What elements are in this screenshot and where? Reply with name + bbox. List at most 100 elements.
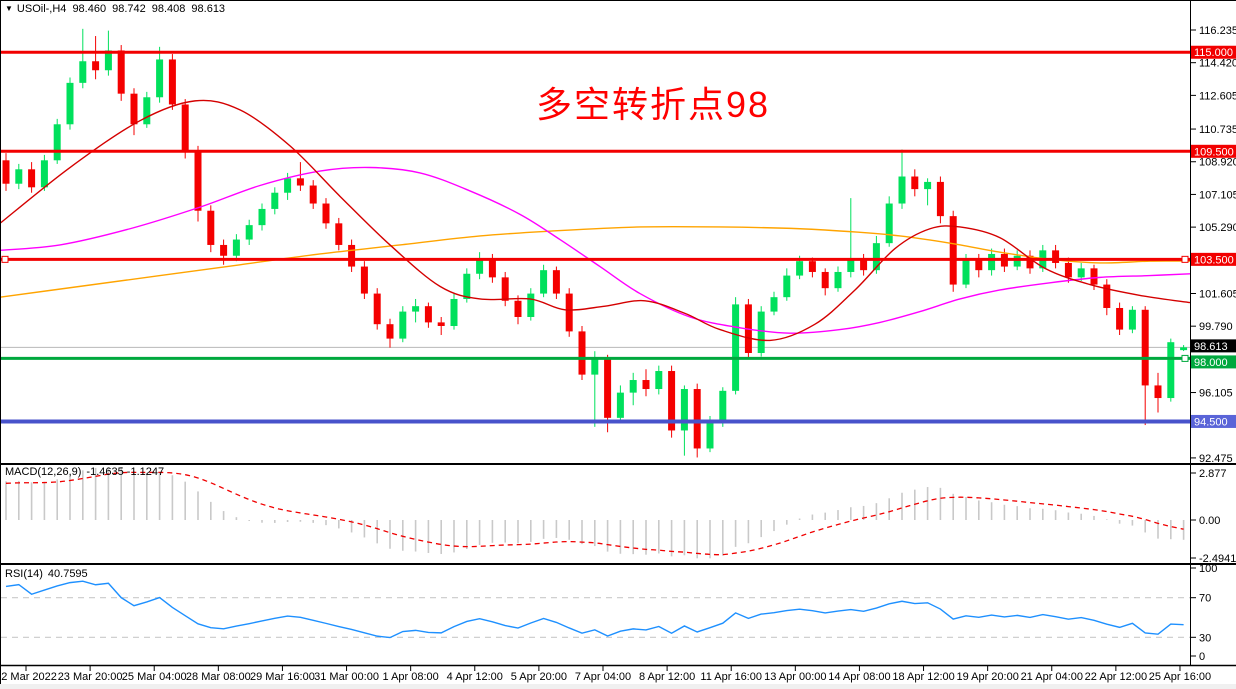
candle-body — [130, 93, 138, 125]
candle-body — [706, 421, 714, 449]
candle-body — [92, 61, 100, 71]
price-tick-label: 112.605 — [1199, 90, 1236, 102]
price-tick-label: 116.235 — [1199, 25, 1236, 37]
candle-body — [424, 306, 432, 323]
ohlc-high: 98.742 — [112, 3, 146, 15]
candle-body — [770, 297, 778, 312]
candle-body — [117, 50, 125, 94]
rsi-value: 40.7595 — [47, 568, 88, 580]
candle-body — [936, 181, 944, 217]
macd-histogram — [5, 467, 1185, 559]
candle-body — [207, 210, 215, 245]
candle-body — [693, 389, 701, 449]
candle-body — [988, 253, 996, 271]
candle-body — [552, 270, 560, 294]
level-price-label: 98.000 — [1191, 355, 1236, 369]
candle-body — [245, 225, 253, 240]
price-tick-label: 92.475 — [1199, 453, 1233, 465]
level-line-handle[interactable] — [1181, 354, 1189, 362]
time-axis-label: 4 Apr 12:00 — [447, 671, 503, 683]
symbol-info-bar: ▼ USOil-,H4 98.460 98.742 98.408 98.613 — [5, 3, 231, 15]
candle-body — [360, 266, 368, 294]
rsi-line — [5, 580, 1184, 639]
candle-body — [604, 358, 612, 418]
time-axis-label: 25 Mar 04:00 — [122, 671, 187, 683]
candle-body — [591, 358, 599, 375]
candle-body — [629, 380, 637, 393]
level-line-handle[interactable] — [1181, 255, 1189, 263]
level-line-handle[interactable] — [1, 255, 9, 263]
candle-body — [642, 380, 650, 390]
candle-body — [40, 160, 48, 188]
candle-body — [28, 169, 36, 188]
level-price-label-text: 109.500 — [1194, 146, 1234, 158]
time-axis-label: 5 Apr 20:00 — [511, 671, 567, 683]
collapse-triangle-icon[interactable]: ▼ — [5, 4, 13, 13]
ohlc-close: 98.613 — [191, 3, 226, 15]
time-axis-label: 31 Mar 00:00 — [314, 671, 379, 683]
candle-body — [860, 259, 868, 271]
candle-body — [719, 390, 727, 422]
candle-body — [885, 203, 893, 244]
candle-body — [437, 322, 445, 326]
time-axis-label: 8 Apr 12:00 — [639, 671, 695, 683]
candle-body — [1013, 255, 1021, 267]
candle-body — [232, 239, 240, 256]
candle-body — [53, 124, 61, 161]
time-axis-label: 25 Apr 16:00 — [1149, 671, 1211, 683]
time-axis-label: 21 Apr 04:00 — [1021, 671, 1083, 683]
candle-body — [15, 169, 23, 184]
candle-body — [668, 371, 676, 431]
ohlc-open: 98.460 — [72, 3, 107, 15]
rsi-scale-label: 30 — [1199, 632, 1211, 644]
candle-body — [1077, 268, 1085, 278]
candle-body — [66, 82, 74, 125]
candle-body — [1090, 268, 1098, 285]
candle-body — [527, 293, 535, 317]
candle-body — [540, 270, 548, 294]
level-price-label: 115.000 — [1191, 45, 1236, 59]
candle-body — [1116, 307, 1124, 330]
rsi-scale-label: 70 — [1199, 593, 1211, 605]
candle-body — [514, 300, 522, 317]
level-price-label-text: 115.000 — [1194, 47, 1233, 59]
time-axis: 22 Mar 2022 23 Mar 20:00 25 Mar 04:00 28 Ma… — [0, 666, 1211, 683]
current-price-label: 98.613 — [1191, 339, 1236, 353]
time-axis-label: 23 Mar 20:00 — [58, 671, 123, 683]
candle-body — [271, 192, 279, 209]
candle-body — [1128, 309, 1136, 330]
rsi-scale-label: 100 — [1199, 563, 1217, 575]
candle-body — [399, 311, 407, 339]
time-axis-label: 11 Apr 16:00 — [700, 671, 762, 683]
candle-body — [476, 259, 484, 274]
candle-body — [2, 160, 10, 184]
candle-body — [796, 261, 804, 276]
price-tick-label: 105.290 — [1199, 222, 1236, 234]
candle-body — [1167, 342, 1175, 399]
candle-body — [463, 273, 471, 299]
candle-body — [962, 259, 970, 285]
level-price-label-bg — [1191, 355, 1236, 369]
candle-body — [296, 178, 304, 186]
time-axis-label: 7 Apr 04:00 — [575, 671, 631, 683]
bottom-strip — [0, 684, 1236, 689]
candle-body — [386, 324, 394, 339]
candle-body — [975, 259, 983, 271]
price-tick-label: 110.735 — [1199, 124, 1236, 136]
time-axis-label: 19 Apr 20:00 — [956, 671, 1018, 683]
time-axis-label: 14 Apr 08:00 — [828, 671, 890, 683]
candle-body — [911, 176, 919, 190]
candle-body — [309, 185, 317, 204]
time-axis-label: 22 Apr 12:00 — [1085, 671, 1147, 683]
candle-body — [834, 271, 842, 289]
current-price-label-bg — [1191, 339, 1236, 353]
candle-body — [924, 181, 932, 190]
candle-body — [488, 259, 496, 278]
macd-scale-label: 2.877 — [1199, 468, 1227, 480]
candle-body — [322, 203, 330, 224]
macd-values: -1.4635 -1.1247 — [86, 466, 165, 478]
candle-body — [220, 244, 228, 256]
ohlc-low: 98.408 — [151, 3, 186, 15]
level-price-label: 109.500 — [1191, 144, 1236, 158]
